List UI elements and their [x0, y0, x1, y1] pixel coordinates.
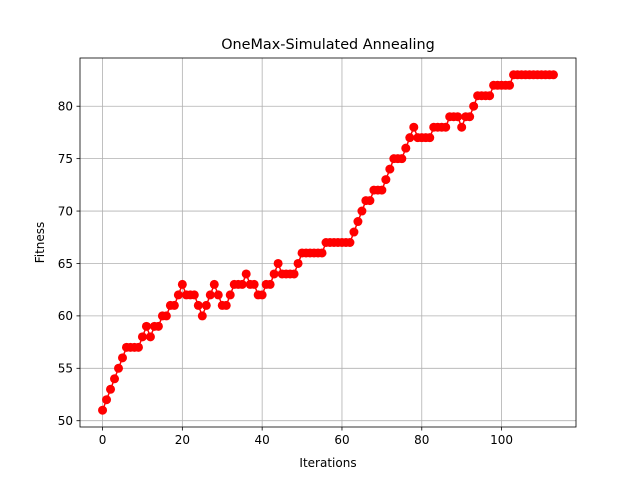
x-tick-label: 80: [414, 433, 429, 447]
y-tick-label: 75: [58, 152, 73, 166]
y-tick-label: 50: [58, 414, 73, 428]
data-point: [177, 279, 187, 289]
data-point: [405, 133, 415, 143]
data-point: [289, 269, 299, 279]
data-point: [205, 290, 215, 300]
data-point: [425, 133, 435, 143]
data-point: [145, 332, 155, 342]
x-tick-label: 100: [490, 433, 513, 447]
data-point: [377, 185, 387, 195]
data-point: [273, 258, 283, 268]
x-tick-label: 40: [255, 433, 270, 447]
y-axis-label: Fitness: [33, 222, 47, 264]
data-point: [209, 279, 219, 289]
data-point: [357, 206, 367, 216]
data-point: [249, 279, 259, 289]
data-point: [441, 122, 451, 132]
data-point: [197, 311, 207, 321]
data-point: [485, 91, 495, 101]
axis-ticks: 0 20 40 60 80 100 50 55 60 65 70 75 80: [58, 100, 513, 447]
data-point: [153, 321, 163, 331]
y-tick-label: 80: [58, 100, 73, 114]
y-tick-label: 65: [58, 257, 73, 271]
data-point: [409, 122, 419, 132]
data-point: [201, 300, 211, 310]
data-point: [385, 164, 395, 174]
data-point: [397, 154, 407, 164]
x-tick-label: 60: [334, 433, 349, 447]
data-point: [110, 374, 120, 384]
data-point: [213, 290, 223, 300]
chart-title: OneMax-Simulated Annealing: [221, 37, 435, 53]
y-tick-label: 70: [58, 204, 73, 218]
data-point: [133, 342, 143, 352]
data-point: [265, 279, 275, 289]
data-point: [225, 290, 235, 300]
x-tick-label: 20: [175, 433, 190, 447]
data-point: [505, 80, 515, 90]
data-point: [137, 332, 147, 342]
data-point: [117, 353, 127, 363]
data-point: [345, 238, 355, 247]
data-point: [548, 70, 558, 80]
data-point: [453, 112, 463, 122]
data-point: [102, 395, 112, 405]
data-point: [106, 384, 116, 394]
data-point: [365, 196, 375, 206]
x-tick-label: 0: [99, 433, 107, 447]
data-point: [161, 311, 171, 321]
data-point: [381, 175, 391, 185]
data-point: [241, 269, 251, 279]
data-point: [221, 300, 231, 310]
data-point: [257, 290, 267, 300]
data-point: [189, 290, 199, 300]
data-point: [401, 143, 411, 153]
data-point: [237, 279, 247, 289]
data-point: [98, 405, 108, 415]
data-point: [317, 248, 327, 258]
data-point: [349, 227, 359, 237]
plot-frame: [79, 57, 577, 428]
data-point: [169, 300, 179, 310]
data-point: [465, 112, 475, 122]
y-tick-label: 55: [58, 362, 73, 376]
data-point: [141, 321, 151, 331]
data-point: [457, 122, 467, 132]
grid-lines: [80, 58, 576, 427]
y-tick-label: 60: [58, 309, 73, 323]
data-point: [193, 300, 203, 310]
x-axis-label: Iterations: [299, 456, 356, 470]
data-point: [469, 101, 479, 111]
data-series: [98, 70, 558, 415]
data-point: [293, 258, 303, 268]
data-point: [173, 290, 183, 300]
data-point: [269, 269, 279, 279]
data-point: [353, 217, 363, 227]
data-point: [114, 363, 124, 373]
